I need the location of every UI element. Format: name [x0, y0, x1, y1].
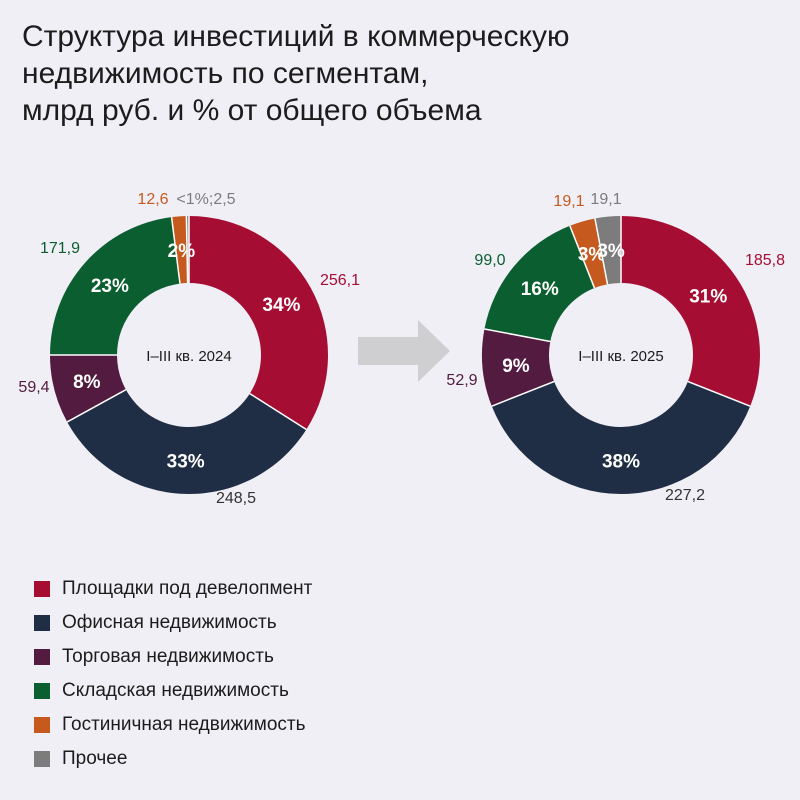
slice-value-label: 248,5 [216, 490, 256, 507]
arrow-right-icon [358, 320, 450, 382]
legend-item: Прочее [34, 742, 312, 776]
slice-value-label: 19,1 [553, 193, 584, 210]
slice-divider [491, 380, 555, 407]
donut-slice-office [491, 381, 751, 495]
legend-item: Гостиничная недвижимость [34, 708, 312, 742]
chart-title: Структура инвестиций в коммерческую недв… [22, 18, 742, 129]
legend-label: Торговая недвижимость [62, 646, 274, 667]
slice-divider [484, 328, 551, 343]
title-line: Структура инвестиций в коммерческую [22, 20, 570, 53]
slice-value-label: 185,8 [745, 252, 785, 269]
legend-swatch [34, 581, 50, 597]
slice-value-label: <1%;2,5 [176, 191, 235, 208]
slice-value-label: 19,1 [590, 191, 621, 208]
slice-percent-label: 33% [167, 451, 205, 472]
donut-slice-hotel [171, 216, 188, 284]
slice-value-label: 52,9 [446, 372, 477, 389]
legend-item: Торговая недвижимость [34, 640, 312, 674]
legend-item: Складская недвижимость [34, 674, 312, 708]
donut-center-label: I–III кв. 2024 [146, 348, 231, 365]
slice-percent-label: 2% [168, 241, 196, 262]
donut-slice-retail [482, 328, 555, 407]
donut-slice-retail [50, 355, 126, 422]
slice-value-label: 227,2 [665, 487, 705, 504]
legend-label: Офисная недвижимость [62, 612, 277, 633]
slice-divider [66, 389, 127, 423]
slice-percent-label: 31% [689, 287, 727, 308]
slice-value-label: 256,1 [320, 272, 360, 289]
title-line: недвижимость по сегментам, [22, 57, 429, 90]
slice-percent-label: 38% [602, 452, 640, 473]
slice-percent-label: 9% [502, 356, 530, 377]
legend-item: Площадки под девелопмент [34, 572, 312, 606]
legend-swatch [34, 683, 50, 699]
slice-divider [249, 392, 307, 431]
donut-slice-other [594, 216, 621, 285]
donut-slice-development [189, 216, 328, 430]
legend: Площадки под девелопмент Офисная недвижи… [34, 572, 312, 776]
slice-value-label: 59,4 [18, 379, 49, 396]
donut-center-label: I–III кв. 2025 [578, 348, 663, 365]
slice-percent-label: 34% [262, 295, 300, 316]
legend-swatch [34, 751, 50, 767]
slice-divider [185, 216, 189, 284]
slice-percent-label: 16% [521, 279, 559, 300]
title-line: млрд руб. и % от общего объема [22, 94, 482, 127]
donut-slice-warehouse [484, 225, 595, 342]
donut-slice-office [67, 389, 307, 494]
legend-swatch [34, 717, 50, 733]
donut-slice-development [621, 216, 760, 407]
slice-divider [170, 217, 181, 284]
slice-percent-label: 23% [91, 276, 129, 297]
slice-value-label: 99,0 [474, 252, 505, 269]
slice-percent-label: 8% [73, 372, 101, 393]
donut-chart-2025: 31% 185,8 38% 227,2 9% 52,9 16% 99,0 3% 19,1 3% 19,… [446, 191, 785, 504]
legend-item: Офисная недвижимость [34, 606, 312, 640]
donut-slice-warehouse [50, 217, 180, 355]
legend-label: Прочее [62, 748, 128, 769]
donut-chart-2024: 34% 256,1 33% 248,5 8% 59,4 23% 171,9 2% 12,6 <1%;… [18, 191, 360, 507]
slice-divider [569, 225, 596, 289]
legend-swatch [34, 615, 50, 631]
slice-percent-label: 3% [578, 245, 606, 266]
legend-swatch [34, 649, 50, 665]
legend-label: Площадки под девелопмент [62, 578, 313, 599]
slice-divider [594, 218, 609, 285]
legend-label: Гостиничная недвижимость [62, 714, 306, 735]
slice-divider [687, 380, 751, 407]
slice-percent-label: 3% [597, 241, 625, 262]
slice-value-label: 171,9 [40, 240, 80, 257]
slice-value-label: 12,6 [137, 191, 168, 208]
legend-label: Складская недвижимость [62, 680, 289, 701]
